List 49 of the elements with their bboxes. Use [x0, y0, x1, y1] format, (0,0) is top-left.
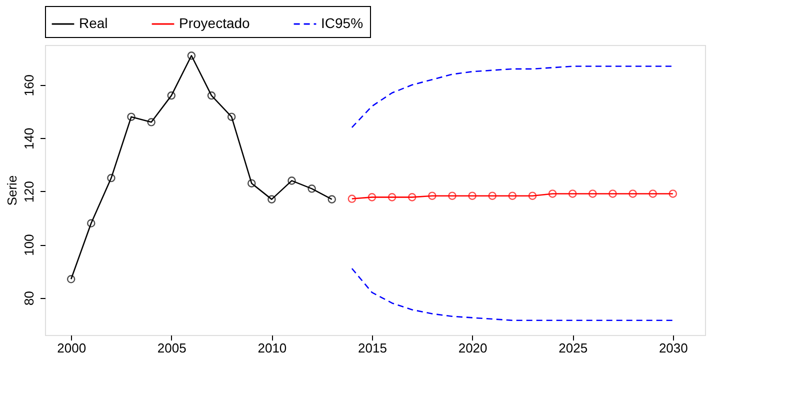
x-tick-label: 2025	[558, 340, 588, 356]
x-tick-label: 2020	[458, 340, 488, 356]
x-tick-label: 2030	[658, 340, 688, 356]
point	[488, 192, 496, 200]
point	[107, 174, 116, 182]
point	[187, 52, 196, 60]
point	[568, 190, 577, 198]
x-tick-label: 2000	[57, 340, 86, 356]
point	[328, 195, 336, 204]
point	[368, 193, 376, 202]
point	[608, 190, 617, 198]
legend-label: Proyectado	[179, 15, 250, 31]
y-axis-title: Serie	[4, 175, 20, 206]
point	[127, 112, 136, 121]
point	[268, 195, 276, 204]
point	[147, 118, 156, 126]
point	[628, 190, 637, 198]
point	[227, 112, 236, 121]
legend-label: IC95%	[321, 15, 364, 31]
point	[668, 190, 678, 198]
point	[167, 91, 176, 100]
point	[468, 192, 476, 200]
y-tick-label: 160	[22, 74, 36, 96]
point	[308, 184, 316, 193]
point	[528, 192, 537, 200]
point	[648, 190, 657, 198]
y-tick-label: 80	[22, 291, 36, 306]
point	[448, 192, 456, 200]
x-tick-label: 2015	[358, 340, 387, 356]
point	[408, 193, 416, 202]
point	[388, 193, 396, 202]
line-series	[351, 66, 674, 128]
y-tick-label: 140	[22, 128, 36, 150]
line-series	[351, 268, 674, 322]
point	[508, 192, 517, 200]
point	[548, 190, 557, 198]
x-tick-label: 2005	[157, 340, 186, 356]
point	[66, 275, 76, 284]
legend-label: Real	[79, 15, 108, 31]
point	[87, 219, 96, 228]
y-tick-label: 100	[22, 234, 36, 256]
y-tick-label: 120	[22, 180, 36, 203]
point	[207, 91, 216, 100]
point	[247, 179, 256, 188]
point	[588, 190, 597, 198]
point	[348, 194, 356, 203]
point	[428, 192, 436, 200]
x-tick-label: 2010	[258, 340, 287, 356]
point	[288, 176, 296, 185]
